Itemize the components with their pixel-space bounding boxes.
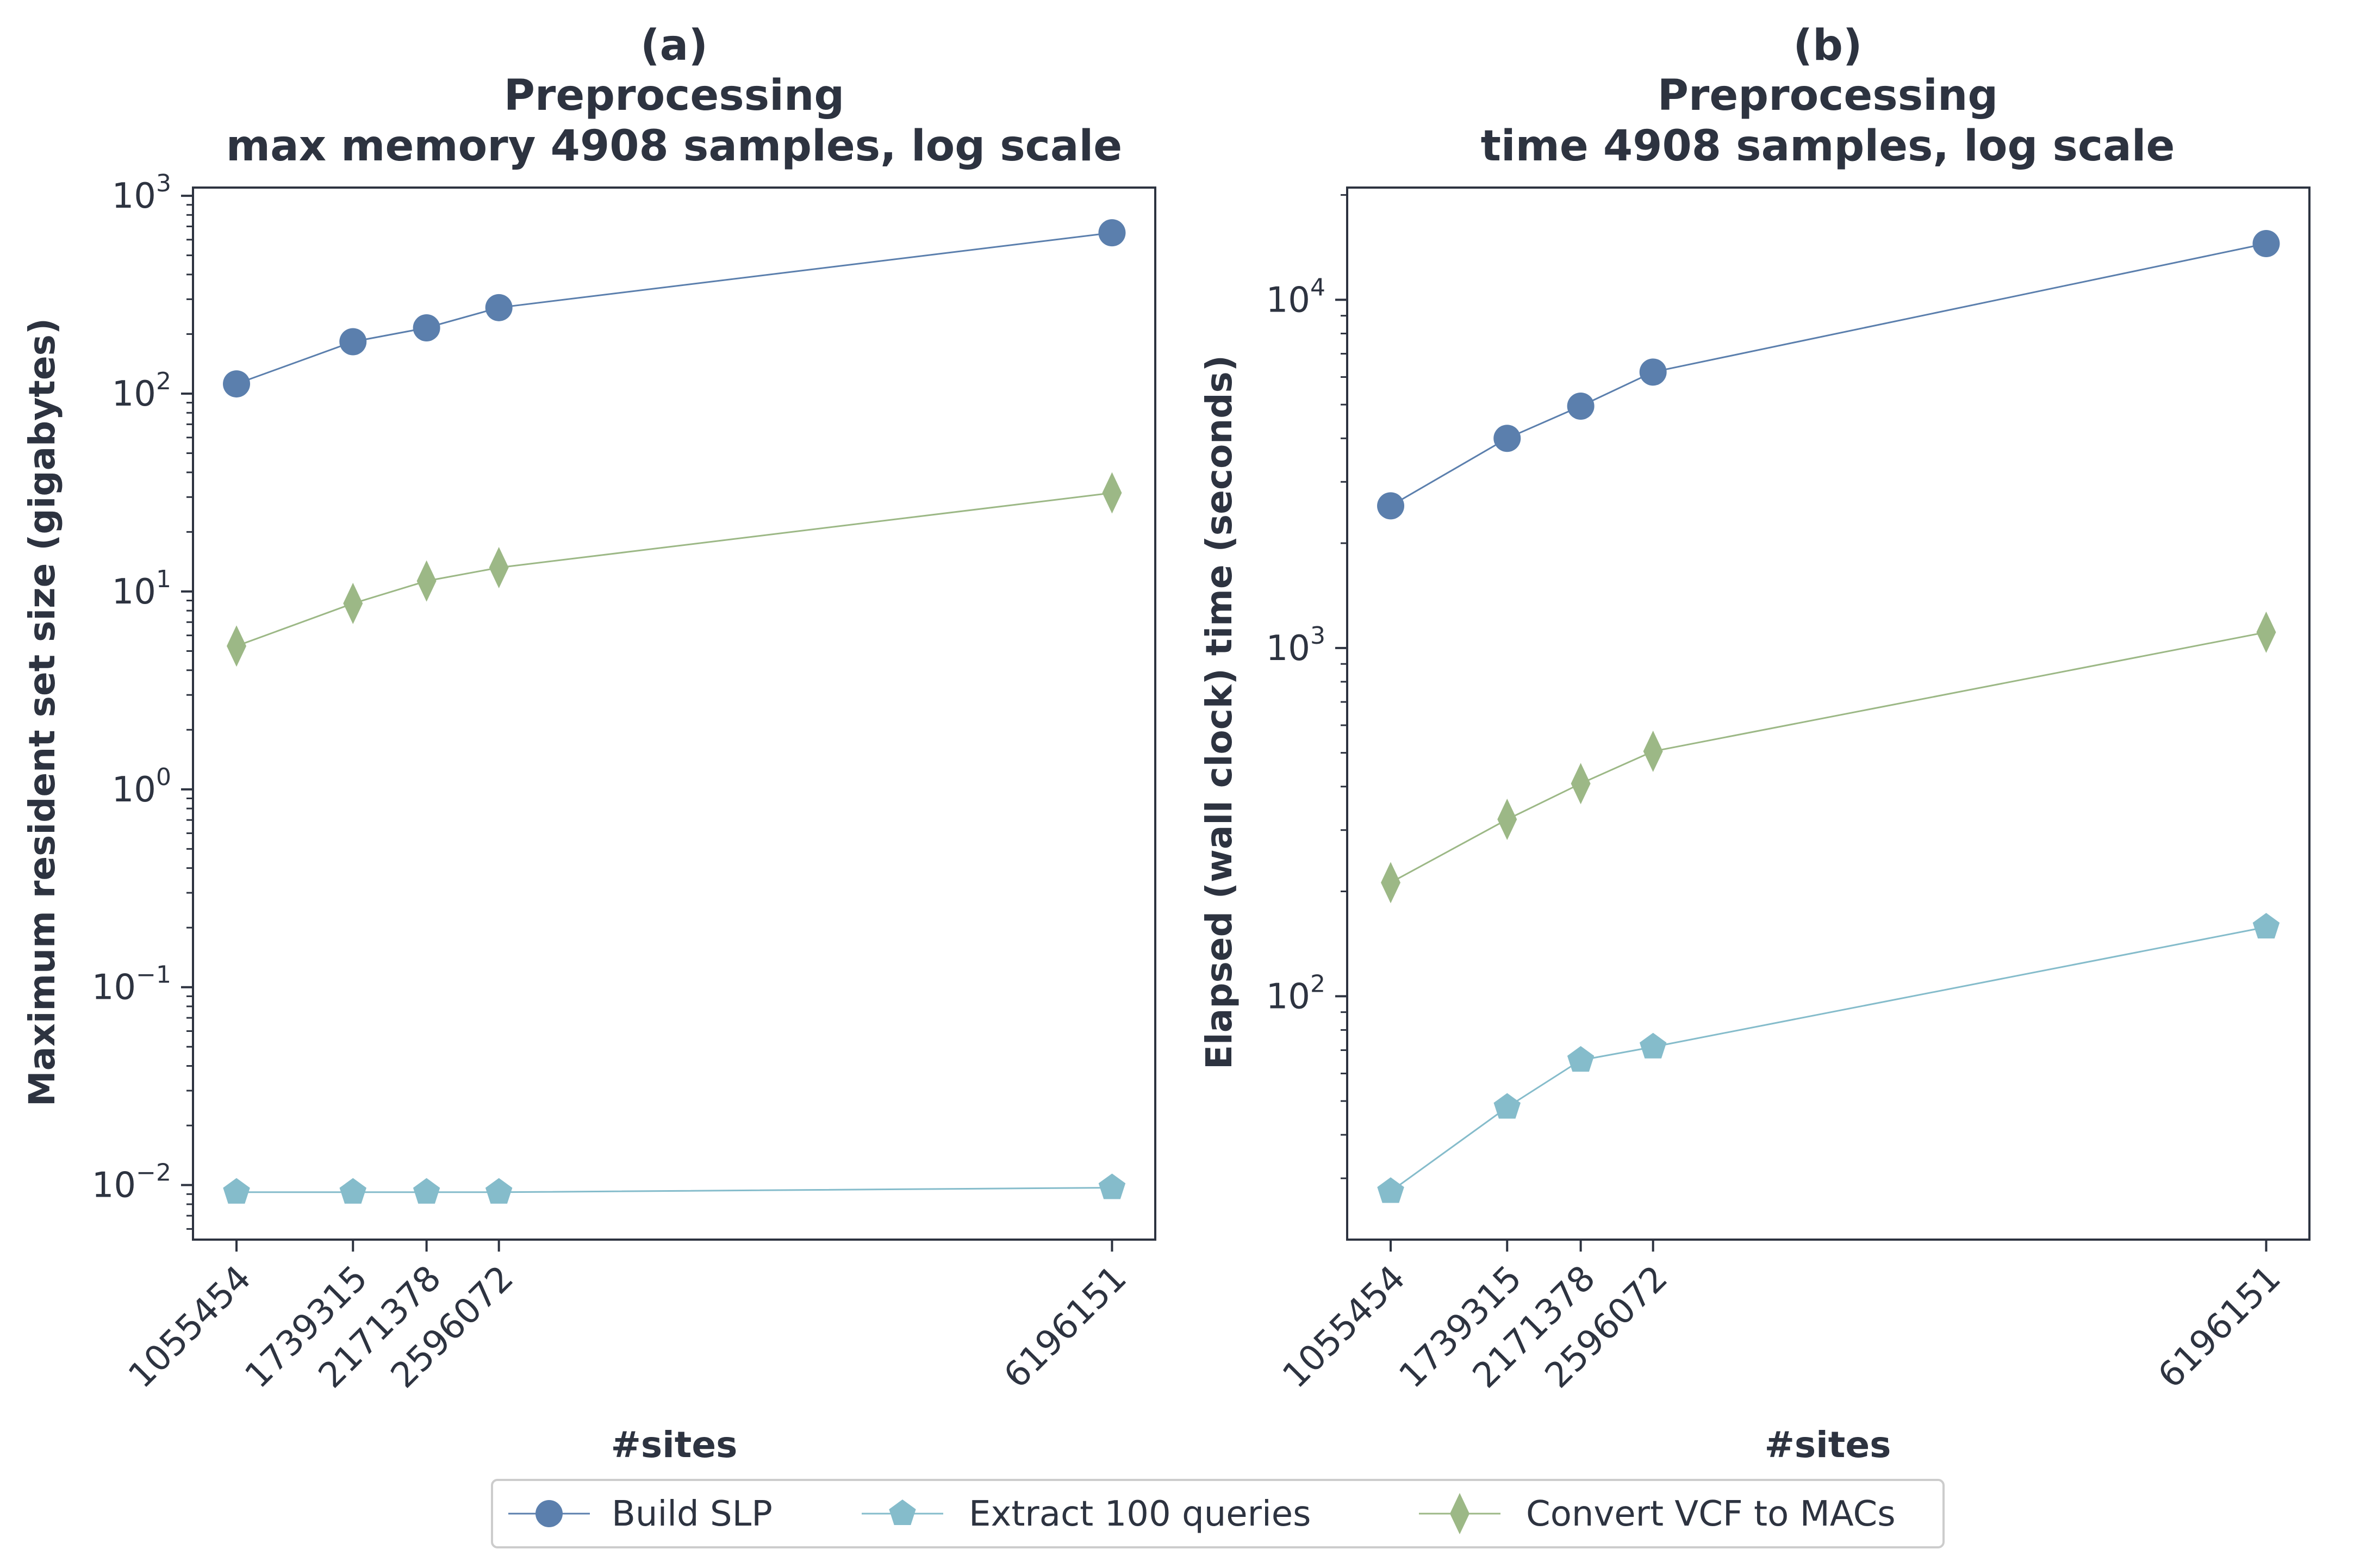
panel-b-line-extract-100-queries [1390,926,2266,1192]
legend: Build SLP Extract 100 queries Convert VC… [491,1479,1945,1548]
panel-b-point-convert-vcf-to-macs [2256,611,2276,653]
panel-a-xtick-label: 6196151 [997,1258,1135,1396]
panel-a: (a) Preprocessing max memory 4908 sample… [21,21,1156,1466]
panel-a-ylabel: Maximum resident set size (gigabytes) [21,318,63,1106]
panel-b-point-build-slp [1377,492,1405,520]
panel-b-line-build-slp [1390,242,2266,507]
panel-a-title-line-2: Preprocessing [504,71,845,120]
panel-b-point-extract-100-queries [2252,913,2280,939]
panel-a-ytick-label: 101 [112,565,171,612]
panel-a-point-convert-vcf-to-macs [489,547,509,589]
panel-b-ytick-label: 104 [1266,273,1325,320]
panel-a-line-convert-vcf-to-macs [236,492,1112,647]
panel-b-point-build-slp [1639,358,1667,386]
panel-b-title-line-3: time 4908 samples, log scale [1481,122,2175,171]
panel-a-plot-area: 10−210−110010110210310554541739315217137… [92,170,1156,1396]
panel-a-ytick-label: 102 [112,368,171,414]
panel-a-point-convert-vcf-to-macs [1102,472,1122,514]
panel-b-ytick-label: 103 [1266,622,1325,669]
panel-a-point-convert-vcf-to-macs [227,625,247,667]
panel-a-point-build-slp [413,314,440,342]
panel-b: (b) Preprocessing time 4908 samples, log… [1198,21,2311,1466]
panel-b-point-extract-100-queries [1639,1032,1667,1059]
panel-b-point-build-slp [1567,392,1595,420]
panel-a-title-line-3: max memory 4908 samples, log scale [226,122,1122,171]
panel-a-point-convert-vcf-to-macs [343,582,363,624]
panel-a-point-extract-100-queries [485,1178,513,1204]
panel-b-point-convert-vcf-to-macs [1381,862,1401,904]
panel-b-title-line-1: (b) [1793,21,1862,70]
panel-a-point-extract-100-queries [339,1178,366,1204]
panel-b-point-extract-100-queries [1493,1093,1521,1119]
legend-label-build-slp: Build SLP [612,1494,773,1534]
panel-a-title-line-1: (a) [640,21,708,70]
panel-b-xtick-label: 6196151 [2151,1258,2289,1396]
panel-b-line-convert-vcf-to-macs [1390,631,2266,883]
panel-a-point-extract-100-queries [413,1178,440,1204]
panel-a-xlabel: #sites [611,1424,738,1466]
panel-a-point-build-slp [1098,219,1126,247]
panel-b-point-build-slp [1493,425,1521,452]
panel-a-xtick-label: 1055454 [121,1258,259,1396]
panel-b-ylabel: Elapsed (wall clock) time (seconds) [1198,355,1240,1069]
panel-b-xtick-label: 1055454 [1275,1258,1413,1396]
panel-a-ytick-label: 100 [112,763,171,810]
legend-marker-build-slp [535,1500,563,1527]
panel-a-point-build-slp [339,328,367,356]
panel-b-frame [1346,186,2311,1241]
legend-label-extract-queries: Extract 100 queries [969,1494,1311,1534]
panel-a-frame [192,186,1156,1241]
legend-marker-convert-vcf [1450,1493,1469,1534]
panel-a-point-build-slp [485,294,513,321]
panel-a-line-build-slp [236,232,1112,385]
panel-b-ytick-label: 102 [1266,970,1325,1017]
panel-b-title-line-2: Preprocessing [1658,71,1998,120]
panel-a-ytick-label: 10−1 [92,961,171,1008]
panel-b-point-convert-vcf-to-macs [1643,730,1663,772]
panel-b-point-extract-100-queries [1567,1046,1595,1072]
legend-item-extract-queries: Extract 100 queries [862,1494,1311,1534]
panel-a-point-extract-100-queries [223,1178,250,1204]
panel-a-line-extract-100-queries [236,1187,1112,1193]
panel-b-point-convert-vcf-to-macs [1571,763,1591,805]
panel-a-ytick-label: 103 [112,170,171,216]
panel-b-xlabel: #sites [1765,1424,1891,1466]
legend-item-build-slp: Build SLP [508,1494,773,1534]
legend-label-convert-vcf: Convert VCF to MACs [1526,1494,1896,1534]
panel-a-ytick-label: 10−2 [92,1159,171,1206]
panel-b-point-convert-vcf-to-macs [1497,799,1517,841]
panel-a-point-convert-vcf-to-macs [416,560,437,602]
legend-frame [491,1479,1945,1548]
legend-item-convert-vcf: Convert VCF to MACs [1419,1493,1896,1534]
panel-a-point-build-slp [223,370,251,398]
panel-b-point-build-slp [2252,230,2280,258]
panel-b-point-extract-100-queries [1377,1177,1404,1203]
legend-marker-extract-queries [889,1499,916,1525]
panel-a-point-extract-100-queries [1098,1173,1126,1199]
